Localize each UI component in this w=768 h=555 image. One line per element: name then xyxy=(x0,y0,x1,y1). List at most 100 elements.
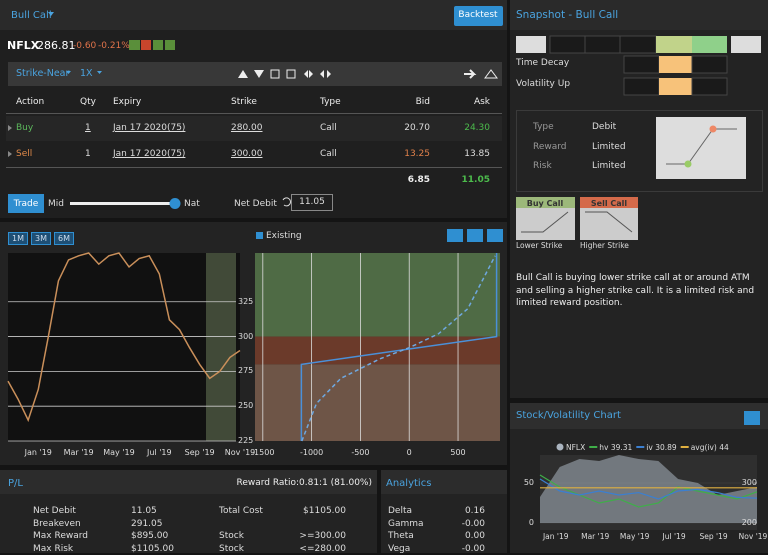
cell: Jan 17 2020(75) xyxy=(113,123,186,133)
backtest-button[interactable] xyxy=(454,6,503,26)
cell: Call xyxy=(320,123,337,133)
label: Limited xyxy=(592,141,626,152)
dropdown-arrow xyxy=(66,71,102,74)
label: Analytics xyxy=(386,478,432,489)
label: Net Debit xyxy=(33,506,76,516)
cell: 20.70 xyxy=(404,123,430,133)
cell: 1 xyxy=(85,149,91,159)
x-tick-label: 0 xyxy=(406,448,412,457)
label: Snapshot - Bull Call xyxy=(516,9,619,21)
legend-label: hv 39.31 xyxy=(599,443,633,452)
y-tick-label: 225 xyxy=(238,436,254,445)
label: Stock/Volatility Chart xyxy=(516,410,621,421)
label[interactable]: 6M xyxy=(54,232,74,245)
cell: Call xyxy=(320,149,337,159)
y-tick-label: 325 xyxy=(238,296,254,306)
checkbox[interactable] xyxy=(256,232,263,239)
label: >=300.00 xyxy=(299,531,346,541)
label: 11.05 xyxy=(461,175,490,185)
x-tick-label: Jan '19 xyxy=(542,532,569,541)
label: Time Decay xyxy=(516,58,570,68)
slider-handle[interactable] xyxy=(169,198,181,209)
label: Volatility Up xyxy=(516,79,571,89)
column-header: Expiry xyxy=(113,97,142,107)
label: Debit xyxy=(592,122,617,132)
x-tick-label: Nov '19 xyxy=(224,448,256,457)
series-line xyxy=(539,474,758,508)
header-bar xyxy=(0,0,507,30)
label[interactable]: Trade xyxy=(13,199,39,209)
label: $1105.00 xyxy=(303,506,346,516)
label: Sell Call xyxy=(590,199,628,208)
label: Theta xyxy=(388,531,414,541)
y-tick-label: 0 xyxy=(528,518,534,527)
cell: Buy xyxy=(16,123,34,133)
slider-track[interactable] xyxy=(70,202,178,205)
label: $1105.00 xyxy=(131,543,174,554)
label: Net Debit xyxy=(234,199,277,209)
x-tick-label: May '19 xyxy=(103,448,135,457)
label: Existing xyxy=(266,231,302,241)
label[interactable]: 3M xyxy=(31,232,51,245)
x-tick-label: Jul '19 xyxy=(147,448,172,457)
label[interactable]: 1M xyxy=(8,232,28,245)
legend-label: avg(iv) 44 xyxy=(690,443,729,452)
label: Delta xyxy=(388,506,413,516)
legend-swatch xyxy=(556,443,564,451)
legend-label: iv 30.89 xyxy=(646,443,677,452)
cell: 13.85 xyxy=(464,149,490,159)
label: Gamma xyxy=(388,518,424,529)
profile-box xyxy=(516,110,763,192)
toolbar xyxy=(8,62,502,86)
x-tick-label: -500 xyxy=(351,448,370,457)
label: $895.00 xyxy=(131,531,169,541)
cell: 300.00 xyxy=(231,149,263,159)
x-tick-label: 500 xyxy=(450,448,466,457)
backtest[interactable]: Backtest xyxy=(458,10,498,20)
label: 11.05 xyxy=(131,506,157,516)
strategy-panel xyxy=(0,0,507,218)
divider xyxy=(6,113,502,114)
label: P/L xyxy=(8,478,23,489)
strategy-select[interactable]: Bull Call xyxy=(11,10,52,21)
label: 286.81 xyxy=(37,39,76,52)
snapshot-scale xyxy=(516,35,761,96)
column-header: Type xyxy=(320,97,341,107)
profit-zone xyxy=(255,253,500,337)
label: Stock xyxy=(219,543,244,554)
loss-zone xyxy=(255,364,500,441)
label: Bull Call is buying lower strike call at… xyxy=(516,273,755,308)
label: Max Risk xyxy=(33,543,74,554)
label: -0.00 xyxy=(461,543,485,554)
payoff-line xyxy=(300,253,498,441)
label: Stock xyxy=(219,531,244,541)
label: Reward Ratio:0.81:1 (81.00%) xyxy=(236,478,372,488)
y-tick-label: 250 xyxy=(238,401,254,411)
label: Total Cost xyxy=(219,506,263,516)
price-area xyxy=(540,455,757,523)
toolbar-icons xyxy=(238,69,498,79)
label: -0.00 xyxy=(461,518,485,529)
label[interactable]: 11.05 xyxy=(291,194,333,211)
label: Mid xyxy=(48,199,64,209)
label: Max Reward xyxy=(33,531,88,541)
chart-buttons[interactable] xyxy=(447,229,503,242)
refresh-icon[interactable] xyxy=(282,197,291,207)
x-tick-label: Sep '19 xyxy=(699,532,728,541)
x-tick-label: Sep '19 xyxy=(184,448,215,457)
label: Type xyxy=(533,122,554,132)
expand-button[interactable] xyxy=(744,411,760,425)
row-bg xyxy=(6,116,502,141)
label[interactable]: 1X xyxy=(80,68,93,79)
legend-label: NFLX xyxy=(566,443,586,452)
label: Risk xyxy=(533,161,552,171)
label[interactable]: Strike-Near xyxy=(16,68,70,79)
x-tick-label: Jan '19 xyxy=(24,448,52,457)
payoff-diagram xyxy=(656,117,746,179)
y-tick-label: 300 xyxy=(238,331,254,341)
trade-button[interactable] xyxy=(8,194,44,213)
x-tick-label: -1500 xyxy=(251,448,275,457)
label: <=280.00 xyxy=(299,543,346,554)
quote-icons xyxy=(129,40,175,50)
